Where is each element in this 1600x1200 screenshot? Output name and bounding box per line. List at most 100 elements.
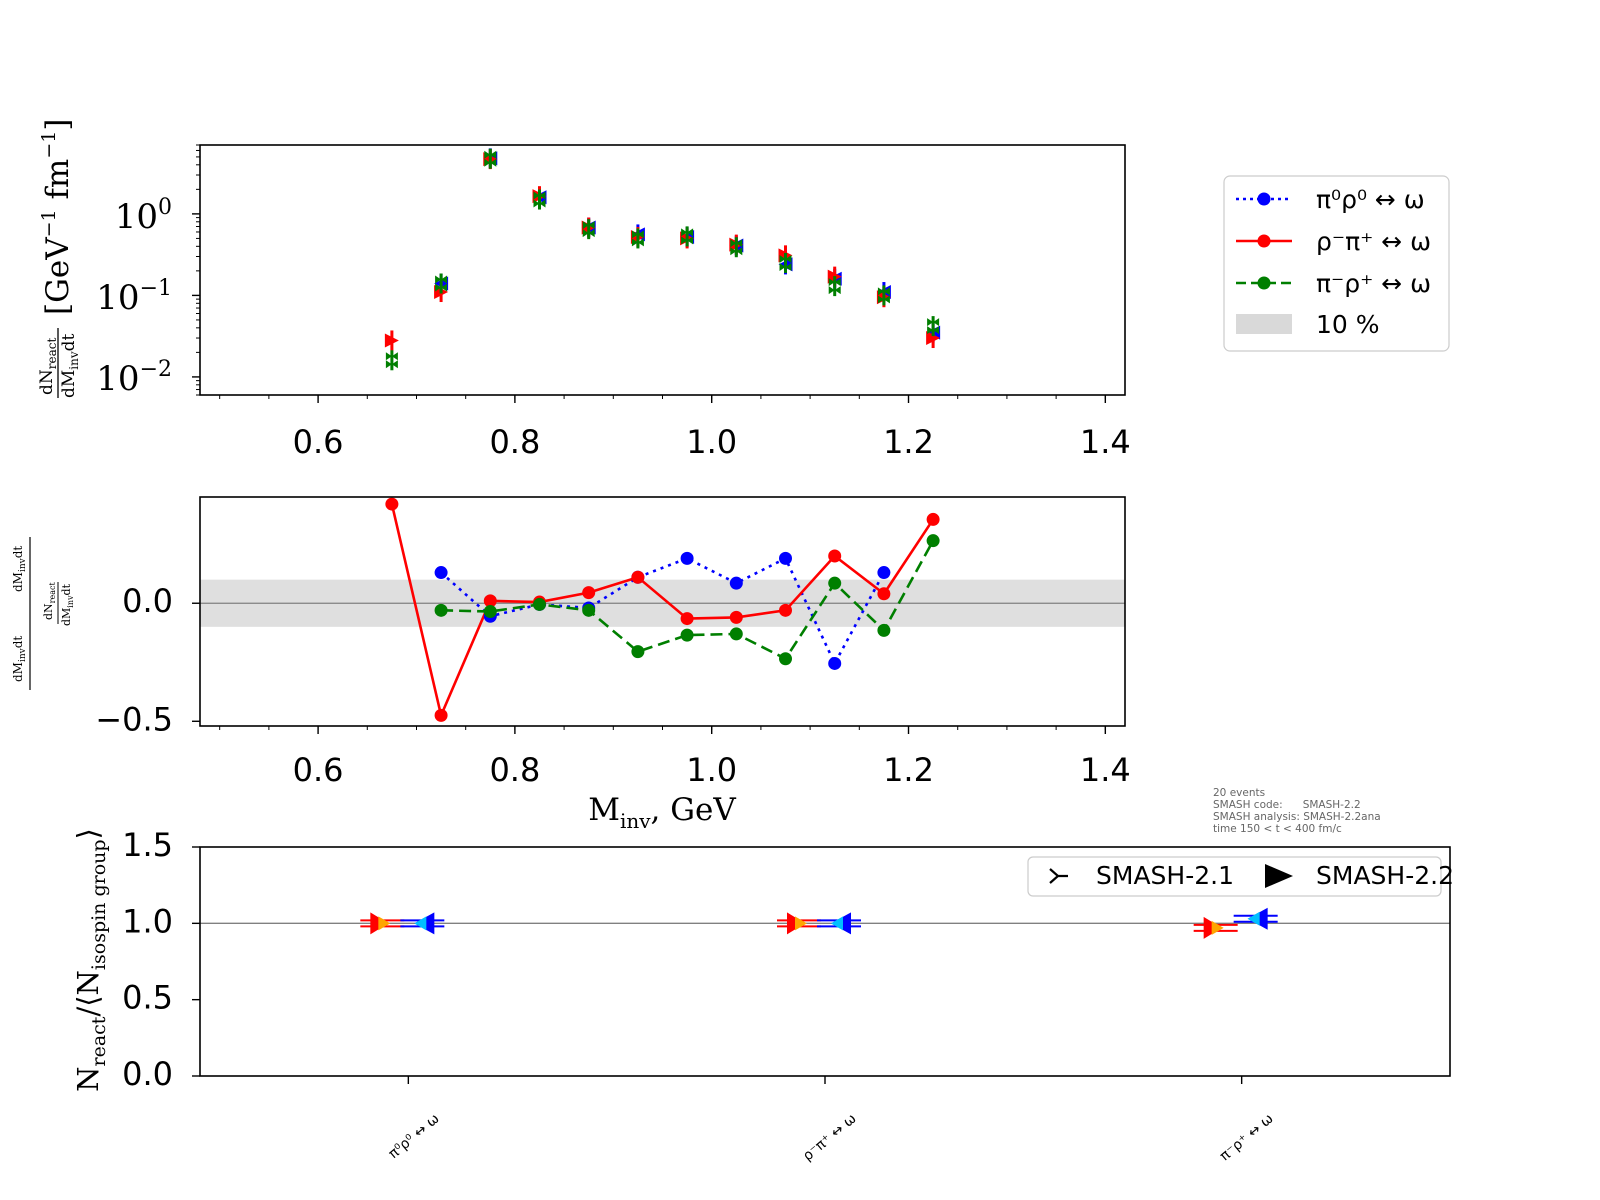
middle-x-tick-label: 1.2 <box>883 751 934 789</box>
middle-y-tick-label: 0.0 <box>122 582 173 620</box>
top-x-tick-label: 0.8 <box>489 423 540 461</box>
bottom-y-tick-labels: 0.0 0.5 1.0 1.5 <box>122 826 173 1093</box>
top-y-axis-label: dNreact dMinvdt [GeV−1 fm−1] <box>37 119 81 398</box>
middle-plot-frame <box>199 496 1126 727</box>
bottom-point <box>1193 916 1238 939</box>
middle-point <box>877 623 891 637</box>
top-point <box>828 276 841 297</box>
middle-point <box>926 512 940 526</box>
bottom-point <box>360 912 405 935</box>
bottom-y-tick-label: 1.0 <box>122 902 173 940</box>
middle-point <box>828 576 842 590</box>
version-legend: SMASH-2.1 SMASH-2.2 <box>1027 856 1454 897</box>
legend-entry-rhompip: ρ⁻π⁺ ↔ ω <box>1236 227 1431 256</box>
middle-point <box>680 628 694 642</box>
legend-label-rhompip: ρ⁻π⁺ ↔ ω <box>1316 227 1431 256</box>
top-point <box>927 316 940 337</box>
middle-series-lines <box>390 503 935 720</box>
middle-ylabel-num: dNreact <box>42 582 57 620</box>
middle-point <box>877 587 891 601</box>
top-x-tick-label: 1.4 <box>1080 423 1131 461</box>
top-point <box>730 237 743 258</box>
top-point <box>877 285 890 306</box>
top-ylabel-denominator: dMinvdt <box>59 333 81 398</box>
bottom-plot-frame <box>199 846 1451 1077</box>
info-code: SMASH code: SMASH-2.2 <box>1213 799 1361 811</box>
top-ticks <box>192 144 1107 403</box>
info-events: 20 events <box>1213 787 1265 799</box>
middle-point <box>434 566 448 580</box>
middle-ylabel-right: dMinvdt <box>11 546 28 592</box>
bottom-point <box>817 912 861 935</box>
middle-point <box>828 656 842 670</box>
bottom-data-marks <box>360 907 1278 939</box>
bottom-point <box>777 912 821 935</box>
legend-entry-band: 10 % <box>1236 310 1380 339</box>
bottom-category-label: ρ⁻π⁺ ↔ ω <box>800 1111 860 1165</box>
middle-point <box>582 586 596 600</box>
bottom-panel: 0.0 0.5 1.0 1.5 π⁰ρ⁰ ↔ ω ρ⁻π⁺ ↔ ω π⁻ρ⁺ ↔… <box>71 826 1454 1164</box>
middle-x-tick-label: 0.6 <box>293 751 344 789</box>
top-point <box>631 228 644 249</box>
main-legend: π⁰ρ⁰ ↔ ω ρ⁻π⁺ ↔ ω π⁻ρ⁺ ↔ ω 10 % <box>1223 175 1450 352</box>
top-x-tick-label: 1.0 <box>686 423 737 461</box>
middle-y-tick-label: −0.5 <box>95 700 173 738</box>
bottom-category-label: π⁰ρ⁰ ↔ ω <box>386 1111 443 1162</box>
middle-series-points <box>385 497 940 722</box>
top-data-marks <box>384 148 941 371</box>
top-point <box>681 226 694 247</box>
info-analysis: SMASH analysis: SMASH-2.2ana <box>1213 811 1381 823</box>
top-point <box>533 189 546 210</box>
middle-point <box>729 627 743 641</box>
middle-x-tick-label: 1.0 <box>686 751 737 789</box>
middle-point <box>828 549 842 563</box>
top-x-tick-label: 1.2 <box>883 423 934 461</box>
legend-smash21-marker <box>1049 868 1068 884</box>
middle-series-line <box>440 556 886 667</box>
legend-entry-pi0rho0: π⁰ρ⁰ ↔ ω <box>1236 185 1425 214</box>
top-x-tick-labels: 0.6 0.8 1.0 1.2 1.4 <box>293 423 1131 461</box>
top-y-tick-label: 10−1 <box>96 276 172 318</box>
legend-label-pimrhop: π⁻ρ⁺ ↔ ω <box>1316 269 1431 298</box>
bottom-y-tick-label: 0.0 <box>122 1055 173 1093</box>
middle-point <box>532 597 546 611</box>
bottom-category-label: π⁻ρ⁺ ↔ ω <box>1217 1111 1277 1165</box>
middle-series-line <box>390 503 935 720</box>
legend-label-pi0rho0: π⁰ρ⁰ ↔ ω <box>1316 185 1425 214</box>
top-plot-frame <box>199 144 1126 396</box>
legend-marker-rhompip <box>1257 234 1271 248</box>
legend-smash21-label: SMASH-2.1 <box>1096 861 1234 890</box>
legend-smash22-marker <box>1265 864 1293 888</box>
top-y-tick-labels: 100 10−1 10−2 <box>96 195 172 399</box>
top-panel: 0.6 0.8 1.0 1.2 1.4 100 10−1 10−2 dNreac… <box>37 119 1131 461</box>
middle-point <box>680 551 694 565</box>
bottom-y-axis-label: Nreact/⟨Nisospin group⟩ <box>71 828 110 1092</box>
top-y-tick-label: 100 <box>115 195 172 237</box>
middle-point <box>434 708 448 722</box>
top-point <box>779 252 792 273</box>
middle-point <box>779 652 793 666</box>
main-legend-frame <box>1223 175 1450 352</box>
middle-point <box>729 610 743 624</box>
run-info: 20 events SMASH code: SMASH-2.2 SMASH an… <box>1213 787 1381 835</box>
middle-point <box>877 566 891 580</box>
middle-ylabel-left: dMinvdt <box>11 636 28 682</box>
middle-point <box>385 497 399 511</box>
legend-entry-pimrhop: π⁻ρ⁺ ↔ ω <box>1236 269 1431 298</box>
middle-x-tick-labels: 0.6 0.8 1.0 1.2 1.4 <box>293 751 1131 789</box>
middle-point <box>779 603 793 617</box>
middle-point <box>483 594 497 608</box>
middle-y-tick-labels: −0.5 0.0 <box>95 582 173 738</box>
bottom-point <box>1233 907 1278 930</box>
middle-point <box>926 534 940 548</box>
legend-smash22-label: SMASH-2.2 <box>1316 861 1454 890</box>
top-point <box>582 219 595 240</box>
middle-point <box>582 603 596 617</box>
top-ylabel-unit: [GeV−1 fm−1] <box>38 119 76 315</box>
top-y-tick-label: 10−2 <box>96 357 172 399</box>
top-point <box>384 330 399 351</box>
bottom-category-labels: π⁰ρ⁰ ↔ ω ρ⁻π⁺ ↔ ω π⁻ρ⁺ ↔ ω <box>386 1111 1277 1165</box>
middle-point <box>779 551 793 565</box>
top-point <box>385 350 398 371</box>
